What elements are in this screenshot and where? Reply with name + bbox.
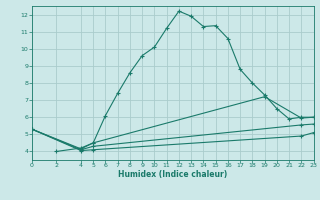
- X-axis label: Humidex (Indice chaleur): Humidex (Indice chaleur): [118, 170, 228, 179]
